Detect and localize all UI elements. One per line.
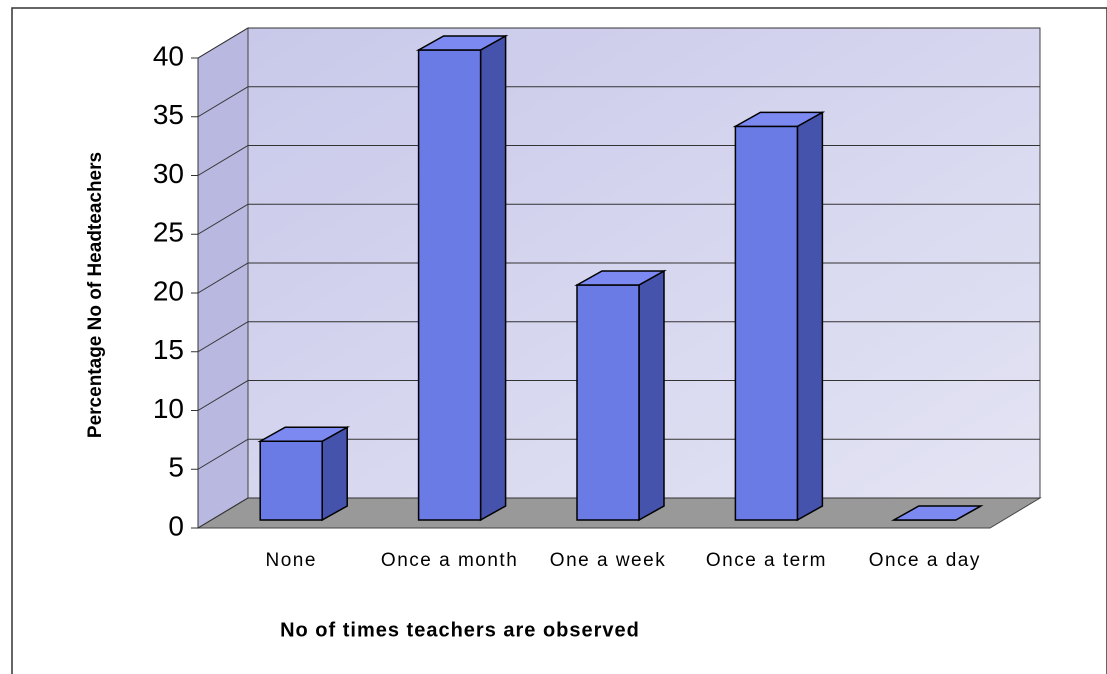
bar-top bbox=[257, 426, 351, 443]
y-tick-label: 40 bbox=[153, 40, 184, 71]
y-tick-label: 25 bbox=[153, 217, 184, 248]
bar-front bbox=[417, 49, 482, 521]
bar bbox=[890, 505, 984, 521]
y-tick-label: 20 bbox=[153, 275, 184, 306]
bar-front bbox=[259, 440, 323, 521]
y-tick-label: 15 bbox=[153, 334, 184, 365]
bar bbox=[415, 34, 509, 522]
bar bbox=[574, 269, 667, 522]
bar-side bbox=[321, 425, 348, 522]
bar-front bbox=[734, 125, 799, 521]
y-tick-label: 0 bbox=[168, 510, 184, 541]
x-tick-label: Once a month bbox=[380, 550, 519, 571]
x-tick-label: One a week bbox=[549, 550, 667, 571]
grid-line bbox=[197, 86, 1040, 118]
bar-top bbox=[890, 505, 984, 521]
bar-front bbox=[576, 284, 640, 521]
y-tick-label: 10 bbox=[153, 393, 184, 424]
x-tick-label: None bbox=[265, 550, 317, 571]
frame bbox=[11, 7, 1107, 674]
bar-side bbox=[796, 111, 824, 522]
bar bbox=[732, 111, 826, 522]
bar-top bbox=[574, 270, 667, 286]
x-tick-label: Once a term bbox=[705, 550, 827, 571]
y-axis-title: Percentage No of Headteachers bbox=[85, 152, 106, 438]
x-tick-label: Once a day bbox=[868, 550, 981, 571]
bar-top bbox=[415, 35, 509, 51]
bar bbox=[257, 425, 351, 522]
x-axis-title: No of times teachers are observed bbox=[280, 619, 640, 641]
y-tick-label: 30 bbox=[153, 158, 184, 189]
bar-top bbox=[732, 111, 826, 128]
y-tick-label: 35 bbox=[153, 99, 184, 130]
bar-side bbox=[638, 269, 665, 522]
bar-side bbox=[479, 34, 507, 522]
grid-line bbox=[197, 27, 1040, 59]
y-tick-label: 5 bbox=[168, 452, 184, 483]
